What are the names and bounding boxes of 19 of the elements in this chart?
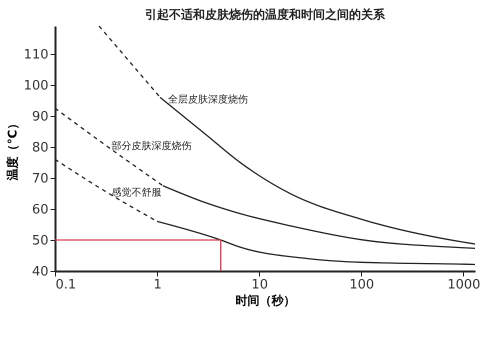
x-tick-label: 100 bbox=[349, 278, 374, 292]
series-label: 部分皮肤深度烧伤 bbox=[112, 140, 192, 152]
y-tick-label: 70 bbox=[32, 171, 48, 186]
x-tick-label: 10 bbox=[251, 278, 268, 292]
y-tick-label: 80 bbox=[32, 140, 48, 156]
x-axis-title: 时间（秒） bbox=[236, 294, 296, 308]
y-tick-label: 40 bbox=[32, 264, 48, 280]
y-tick-label: 100 bbox=[24, 78, 48, 94]
y-tick-label: 90 bbox=[32, 109, 48, 124]
series-label: 感觉不舒服 bbox=[112, 186, 162, 198]
x-tick-label: 1000 bbox=[447, 278, 480, 292]
y-tick-label: 60 bbox=[32, 202, 48, 218]
y-tick-label: 110 bbox=[24, 47, 48, 62]
x-tick-label: 0.1 bbox=[56, 278, 76, 292]
chart-title: 引起不适和皮肤烧伤的温度和时间之间的关系 bbox=[145, 7, 386, 22]
y-tick-label: 50 bbox=[32, 233, 48, 248]
x-tick-label: 1 bbox=[153, 278, 162, 292]
series-label: 全层皮肤深度烧伤 bbox=[168, 93, 248, 106]
y-axis-title: 温度（℃） bbox=[6, 118, 20, 182]
